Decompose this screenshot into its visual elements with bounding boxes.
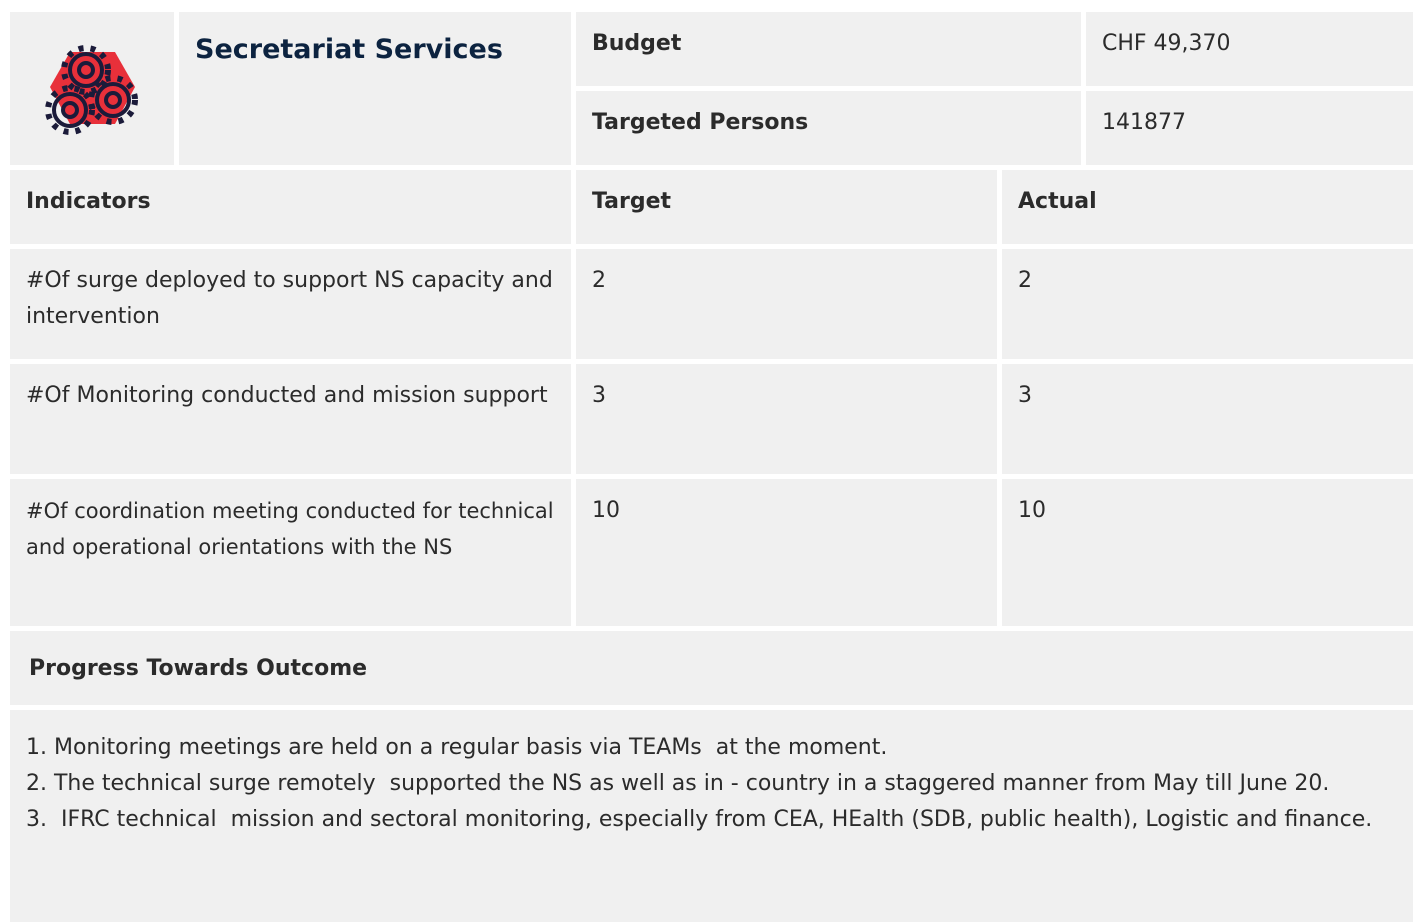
targeted-label: Targeted Persons bbox=[576, 91, 1081, 165]
target-cell: 10 bbox=[576, 479, 997, 626]
indicator-cell: #Of coordination meeting conducted for t… bbox=[10, 479, 571, 626]
icon-cell bbox=[10, 12, 174, 165]
actual-cell: 3 bbox=[1002, 364, 1413, 474]
budget-label: Budget bbox=[576, 12, 1081, 86]
progress-item: 2. The technical surge remotely supporte… bbox=[26, 771, 1330, 796]
target-cell: 2 bbox=[576, 249, 997, 359]
progress-title: Progress Towards Outcome bbox=[10, 631, 1413, 705]
progress-item: 1. Monitoring meetings are held on a reg… bbox=[26, 735, 888, 760]
progress-body: 1. Monitoring meetings are held on a reg… bbox=[10, 710, 1413, 922]
column-header: Actual bbox=[1002, 170, 1413, 244]
column-header: Indicators bbox=[10, 170, 571, 244]
targeted-value: 141877 bbox=[1086, 91, 1413, 165]
column-header: Target bbox=[576, 170, 997, 244]
gears-icon bbox=[45, 45, 138, 135]
indicator-cell: #Of surge deployed to support NS capacit… bbox=[10, 249, 571, 359]
actual-cell: 10 bbox=[1002, 479, 1413, 626]
indicator-cell: #Of Monitoring conducted and mission sup… bbox=[10, 364, 571, 474]
progress-item: 3. IFRC technical mission and sectoral m… bbox=[26, 807, 1373, 832]
budget-value: CHF 49,370 bbox=[1086, 12, 1413, 86]
section-title: Secretariat Services bbox=[179, 12, 571, 165]
actual-cell: 2 bbox=[1002, 249, 1413, 359]
target-cell: 3 bbox=[576, 364, 997, 474]
